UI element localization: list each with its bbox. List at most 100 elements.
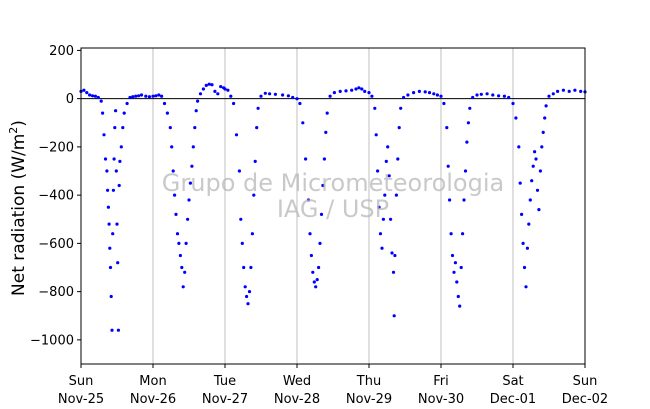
data-point: [456, 294, 460, 299]
data-point: [281, 93, 285, 97]
data-point: [450, 253, 455, 258]
data-point: [119, 145, 123, 149]
data-point: [268, 92, 272, 96]
x-tick-label-date: Nov-26: [130, 392, 176, 407]
data-point: [229, 94, 233, 98]
data-point: [383, 193, 387, 197]
watermark-line-2: IAG / USP: [277, 195, 389, 223]
data-point: [308, 232, 312, 236]
data-point: [533, 150, 537, 154]
data-point: [432, 92, 436, 96]
data-point: [250, 232, 254, 236]
data-point: [188, 181, 192, 185]
data-point: [497, 94, 501, 98]
data-point: [321, 183, 325, 188]
data-point: [427, 91, 432, 95]
data-point: [170, 145, 174, 149]
data-point: [463, 169, 468, 173]
data-point: [168, 126, 172, 130]
data-point: [306, 198, 311, 202]
data-point: [175, 232, 180, 236]
data-point: [458, 304, 462, 308]
data-point: [108, 265, 113, 270]
data-point: [118, 159, 122, 163]
watermark: Grupo de Micrometeorologia IAG / USP: [162, 169, 504, 223]
x-tick-label-day: Mon: [139, 374, 166, 389]
data-point: [111, 188, 115, 192]
data-point: [196, 99, 200, 103]
data-point: [452, 270, 456, 274]
data-point: [160, 94, 164, 98]
data-point: [332, 91, 336, 95]
data-point: [110, 328, 114, 332]
x-tick-label-day: Fri: [433, 374, 449, 389]
data-point: [88, 93, 92, 97]
data-point: [162, 101, 167, 106]
data-point: [102, 133, 106, 137]
data-point: [471, 95, 475, 100]
data-point: [393, 253, 397, 258]
data-point: [157, 93, 161, 97]
data-point: [402, 95, 406, 100]
data-point: [128, 95, 132, 100]
data-point: [154, 94, 158, 98]
data-point: [187, 198, 191, 202]
data-point: [376, 169, 380, 173]
y-tick-label: 200: [49, 44, 74, 59]
data-point: [219, 85, 223, 89]
data-point: [521, 241, 525, 245]
data-point: [520, 212, 524, 216]
data-point: [108, 246, 112, 250]
data-point: [180, 265, 184, 270]
y-axis-label-superscript: 2: [7, 127, 20, 134]
data-point: [535, 188, 540, 192]
data-point: [511, 101, 515, 106]
data-point: [377, 205, 381, 209]
data-point: [298, 101, 302, 106]
data-point: [147, 95, 151, 99]
data-point: [561, 88, 566, 92]
data-point: [363, 89, 367, 93]
plot-frame: [80, 47, 586, 365]
data-point: [544, 104, 548, 108]
y-tick-label: 0: [66, 92, 74, 107]
data-point: [243, 285, 247, 289]
data-point: [312, 280, 316, 284]
y-axis-label: Net radiation (W/m2): [7, 120, 29, 296]
data-point: [183, 270, 187, 274]
data-point: [286, 94, 290, 98]
data-point: [417, 89, 421, 93]
y-axis-label-close: ): [9, 120, 29, 127]
data-point: [387, 174, 391, 178]
data-point: [210, 83, 214, 87]
data-point: [125, 101, 129, 106]
data-point: [191, 145, 195, 149]
data-point: [394, 193, 398, 197]
data-point: [525, 246, 530, 250]
data-point: [232, 101, 236, 106]
data-point: [462, 198, 466, 202]
data-point: [445, 126, 449, 130]
data-point: [397, 126, 401, 130]
data-point: [237, 169, 241, 173]
x-tick-label-day: Sun: [69, 374, 94, 389]
data-point: [117, 183, 121, 188]
x-tick-label-date: Nov-27: [202, 392, 248, 407]
data-point: [534, 157, 538, 161]
net-radiation-series: [79, 82, 587, 332]
data-point: [461, 232, 465, 236]
data-point: [502, 94, 506, 98]
data-point: [253, 159, 257, 163]
x-tick-label-date: Dec-01: [490, 392, 536, 407]
x-tick-label-day: Sat: [502, 374, 523, 389]
data-point: [530, 179, 534, 183]
data-point: [390, 251, 394, 255]
data-point: [131, 95, 135, 99]
data-point: [216, 92, 220, 96]
data-point: [517, 145, 521, 149]
data-point: [518, 181, 522, 185]
data-point: [174, 212, 178, 216]
data-point: [256, 106, 260, 110]
data-point: [114, 109, 118, 113]
data-point: [314, 285, 318, 289]
